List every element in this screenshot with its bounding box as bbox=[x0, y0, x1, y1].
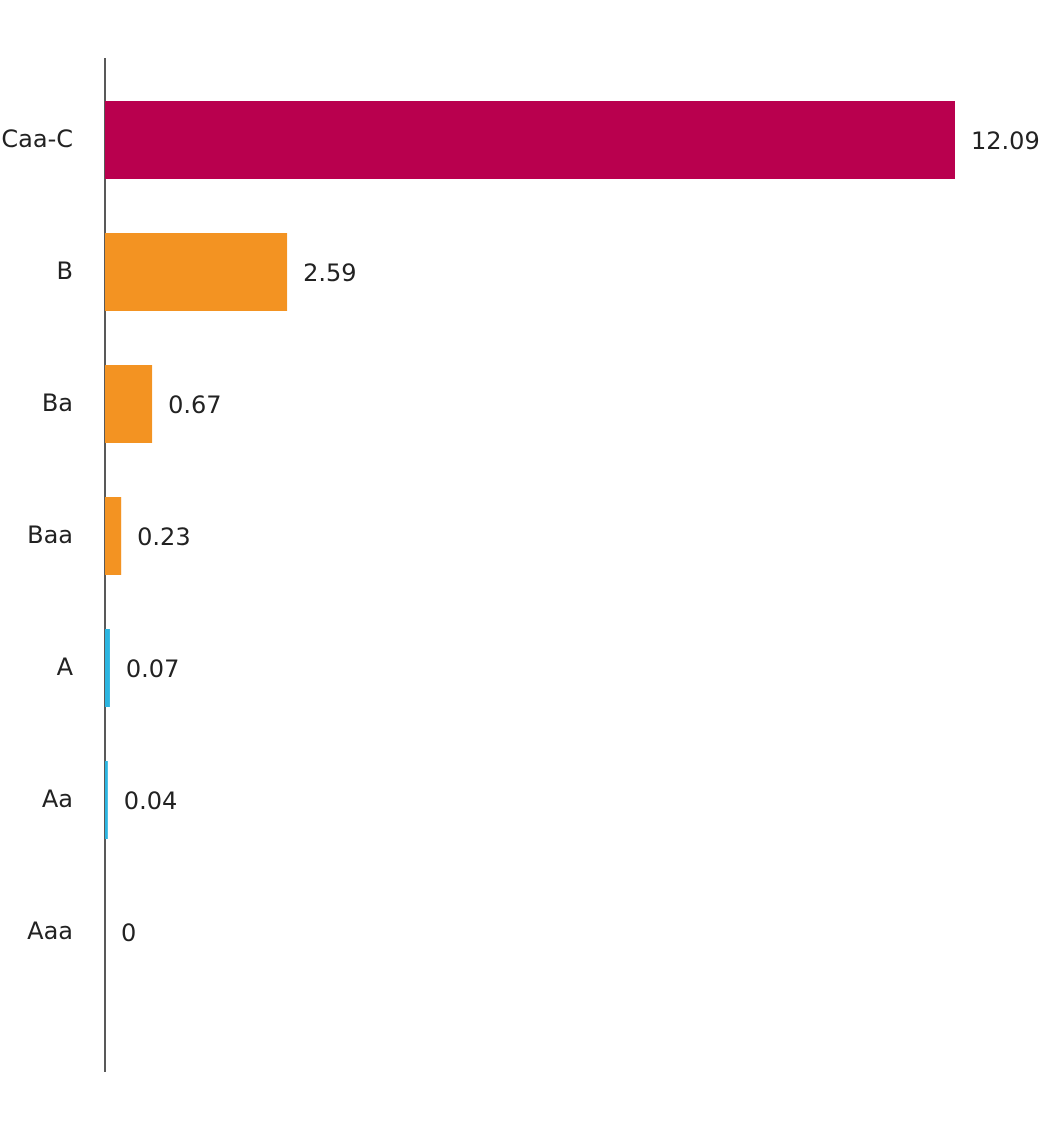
value-label: 2.59 bbox=[303, 259, 356, 287]
value-label: 0.04 bbox=[124, 787, 177, 815]
bar bbox=[105, 629, 110, 707]
bar bbox=[105, 101, 955, 179]
value-label: 0.07 bbox=[126, 655, 179, 683]
y-tick-label: Aaa bbox=[27, 917, 73, 945]
y-tick-label: Aa bbox=[42, 785, 73, 813]
bar bbox=[105, 761, 108, 839]
value-label: 12.09 bbox=[971, 127, 1040, 155]
y-tick-label: Caa-C bbox=[1, 125, 73, 153]
value-label: 0 bbox=[121, 919, 136, 947]
y-tick-label: Baa bbox=[27, 521, 73, 549]
value-label: 0.67 bbox=[168, 391, 221, 419]
y-tick-label: B bbox=[57, 257, 73, 285]
y-tick-label: A bbox=[57, 653, 74, 681]
y-tick-label: Ba bbox=[42, 389, 73, 417]
value-label: 0.23 bbox=[137, 523, 190, 551]
bar bbox=[105, 233, 288, 311]
bar bbox=[105, 497, 122, 575]
bar bbox=[105, 365, 153, 443]
